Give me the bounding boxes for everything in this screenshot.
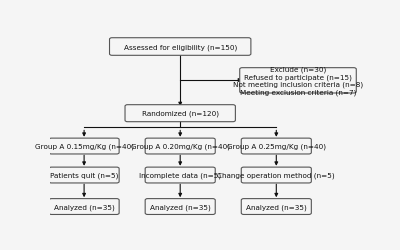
Text: Group A 0.15mg/Kg (n=40): Group A 0.15mg/Kg (n=40) xyxy=(34,143,134,150)
Text: Change operation method (n=5): Change operation method (n=5) xyxy=(218,172,335,178)
Text: Analyzed (n=35): Analyzed (n=35) xyxy=(150,204,210,210)
Text: Patients quit (n=5): Patients quit (n=5) xyxy=(50,172,118,178)
FancyBboxPatch shape xyxy=(125,105,235,122)
Text: Exclude (n=30)
Refused to participate (n=15)
Not meeting inclusion criteria (n=8: Exclude (n=30) Refused to participate (n… xyxy=(233,66,363,96)
Text: Analyzed (n=35): Analyzed (n=35) xyxy=(54,204,114,210)
Text: Group A 0.25mg/Kg (n=40): Group A 0.25mg/Kg (n=40) xyxy=(227,143,326,150)
FancyBboxPatch shape xyxy=(241,138,311,154)
Text: Incomplete data (n=5): Incomplete data (n=5) xyxy=(139,172,221,178)
Text: Group A 0.20mg/Kg (n=40): Group A 0.20mg/Kg (n=40) xyxy=(131,143,230,150)
FancyBboxPatch shape xyxy=(49,138,119,154)
FancyBboxPatch shape xyxy=(145,138,215,154)
Text: Randomized (n=120): Randomized (n=120) xyxy=(142,110,219,117)
FancyBboxPatch shape xyxy=(49,199,119,214)
FancyBboxPatch shape xyxy=(145,199,215,214)
FancyBboxPatch shape xyxy=(145,168,215,183)
FancyBboxPatch shape xyxy=(241,168,311,183)
FancyBboxPatch shape xyxy=(110,38,251,56)
FancyBboxPatch shape xyxy=(49,168,119,183)
FancyBboxPatch shape xyxy=(240,68,356,94)
FancyBboxPatch shape xyxy=(241,199,311,214)
Text: Assessed for eligibility (n=150): Assessed for eligibility (n=150) xyxy=(124,44,237,51)
Text: Analyzed (n=35): Analyzed (n=35) xyxy=(246,204,307,210)
